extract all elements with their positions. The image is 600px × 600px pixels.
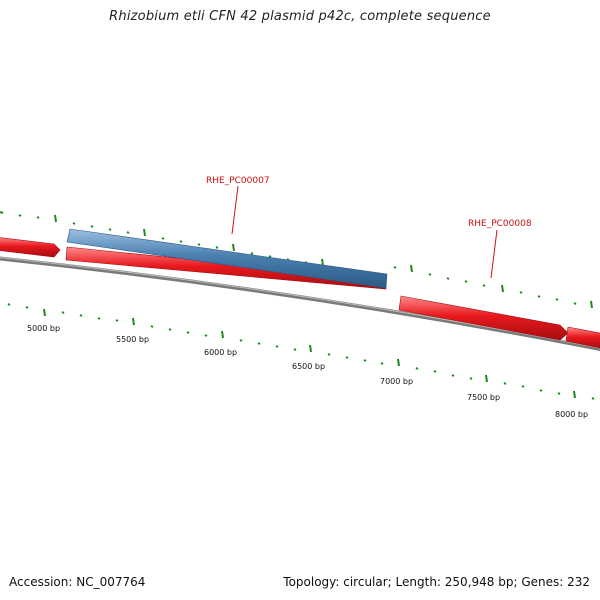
position-label-7500: 7500 bp (467, 393, 500, 402)
gene-arrow-red-left[interactable] (0, 237, 61, 258)
position-label-6000: 6000 bp (204, 348, 237, 357)
position-label-8000: 8000 bp (555, 410, 588, 419)
inner-tick-track (7, 303, 595, 400)
gene-bar-blue-rhe-pc00007[interactable] (66, 228, 388, 289)
gene-label-leader-rhe-pc00007 (231, 185, 239, 235)
position-label-7000: 7000 bp (380, 377, 413, 386)
position-label-6500: 6500 bp (292, 362, 325, 371)
plasmid-backbone (0, 256, 600, 352)
topology-summary-text: Topology: circular; Length: 250,948 bp; … (283, 575, 590, 589)
position-label-5000: 5000 bp (27, 324, 60, 333)
gene-label-leader-rhe-pc00008 (490, 229, 498, 279)
gene-arrow-red-rhe-pc00008[interactable] (398, 295, 569, 341)
map-title: Rhizobium etli CFN 42 plasmid p42c, comp… (109, 9, 491, 24)
position-label-5500: 5500 bp (116, 335, 149, 344)
gene-label-rhe-pc00008[interactable]: RHE_PC00008 (468, 219, 532, 229)
gene-arrow-red-right[interactable] (565, 326, 600, 349)
accession-text: Accession: NC_007764 (9, 575, 146, 589)
gene-label-rhe-pc00007[interactable]: RHE_PC00007 (206, 176, 270, 186)
